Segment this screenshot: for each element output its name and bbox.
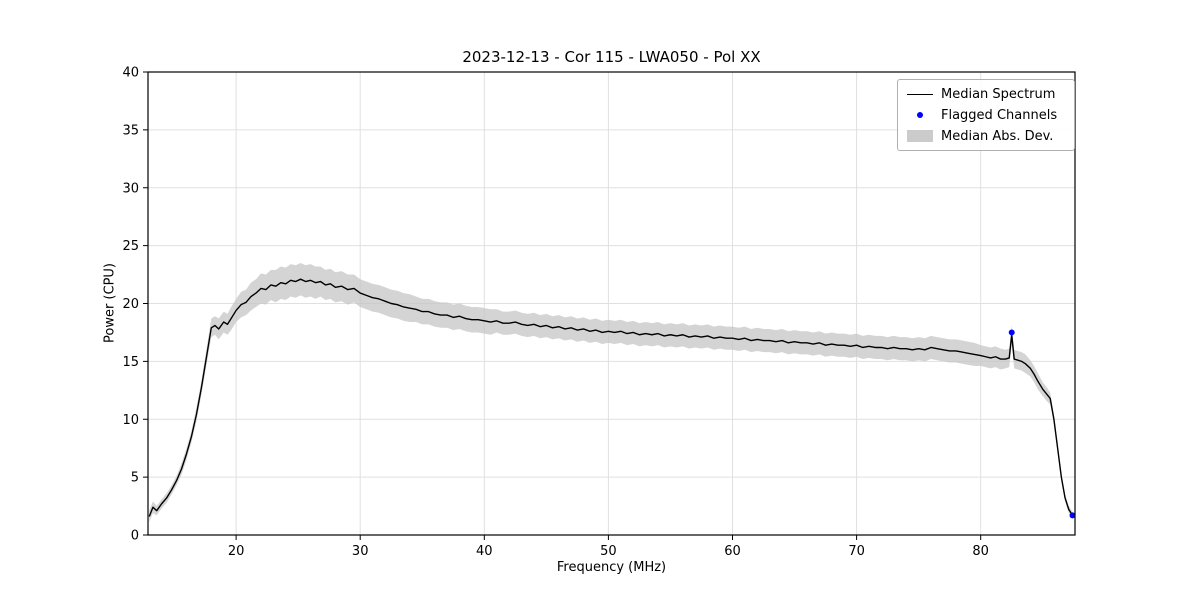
legend-item-flagged-channels: Flagged Channels xyxy=(907,106,1065,124)
flagged-dot-icon xyxy=(907,112,933,118)
mad-band xyxy=(149,262,1073,523)
x-tick-label: 40 xyxy=(476,544,493,559)
legend-label-median-spectrum: Median Spectrum xyxy=(941,86,1056,102)
x-tick-label: 70 xyxy=(848,544,865,559)
y-tick-label: 0 xyxy=(131,529,139,544)
mad-patch-icon xyxy=(907,130,933,142)
flagged-channel-point xyxy=(1069,512,1076,519)
y-tick-label: 40 xyxy=(122,66,139,81)
y-tick-label: 30 xyxy=(122,181,139,196)
median-line-icon xyxy=(907,93,933,95)
y-axis-label: Power (CPU) xyxy=(102,262,118,344)
y-tick-label: 15 xyxy=(122,355,139,370)
x-tick-label: 20 xyxy=(228,544,245,559)
median-spectrum-line xyxy=(148,278,1074,517)
legend-label-flagged-channels: Flagged Channels xyxy=(941,107,1058,123)
x-tick-label: 80 xyxy=(972,544,989,559)
flagged-channel-point xyxy=(1008,329,1015,336)
legend-item-median-spectrum: Median Spectrum xyxy=(907,85,1065,103)
x-tick-label: 50 xyxy=(600,544,617,559)
x-tick-label: 60 xyxy=(724,544,741,559)
y-tick-label: 5 xyxy=(131,471,139,486)
y-tick-label: 10 xyxy=(122,413,139,428)
legend-item-mad: Median Abs. Dev. xyxy=(907,127,1065,145)
x-tick-label: 30 xyxy=(352,544,369,559)
chart-title: 2023-12-13 - Cor 115 - LWA050 - Pol XX xyxy=(462,48,761,66)
y-tick-label: 25 xyxy=(122,239,139,254)
legend: Median Spectrum Flagged Channels Median … xyxy=(897,79,1075,151)
y-tick-label: 20 xyxy=(122,297,139,312)
legend-label-mad: Median Abs. Dev. xyxy=(941,128,1054,144)
x-axis-label: Frequency (MHz) xyxy=(556,560,667,575)
y-tick-label: 35 xyxy=(122,123,139,138)
